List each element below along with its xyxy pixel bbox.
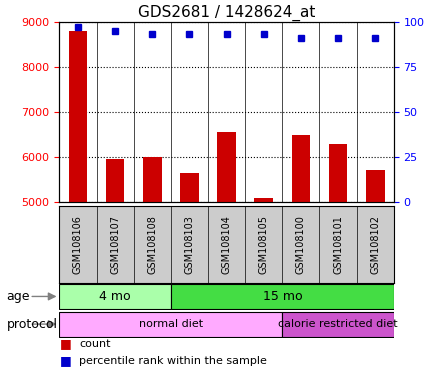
Bar xyxy=(171,284,394,309)
Text: GSM108102: GSM108102 xyxy=(370,215,380,274)
Text: percentile rank within the sample: percentile rank within the sample xyxy=(79,356,267,366)
Bar xyxy=(254,199,273,202)
Bar xyxy=(143,157,161,202)
Bar xyxy=(217,132,236,202)
Text: 15 mo: 15 mo xyxy=(263,290,302,303)
Bar xyxy=(69,31,87,202)
Bar xyxy=(366,170,385,202)
Bar xyxy=(59,284,171,309)
Text: count: count xyxy=(79,339,111,349)
Text: 4 mo: 4 mo xyxy=(99,290,131,303)
Text: GSM108106: GSM108106 xyxy=(73,215,83,274)
Bar xyxy=(106,159,125,202)
Text: GSM108105: GSM108105 xyxy=(259,215,269,274)
Bar xyxy=(329,144,347,202)
Title: GDS2681 / 1428624_at: GDS2681 / 1428624_at xyxy=(138,4,315,20)
Text: normal diet: normal diet xyxy=(139,319,203,329)
Text: GSM108104: GSM108104 xyxy=(222,215,231,274)
Text: calorie restricted diet: calorie restricted diet xyxy=(278,319,398,329)
Text: GSM108103: GSM108103 xyxy=(184,215,194,274)
Bar xyxy=(292,135,310,202)
Bar xyxy=(59,312,282,336)
Text: GSM108100: GSM108100 xyxy=(296,215,306,274)
Text: ■: ■ xyxy=(59,337,71,350)
Text: GSM108108: GSM108108 xyxy=(147,215,157,274)
Text: ■: ■ xyxy=(59,354,71,367)
Bar xyxy=(282,312,394,336)
Bar xyxy=(180,173,199,202)
Text: GSM108101: GSM108101 xyxy=(333,215,343,274)
Text: GSM108107: GSM108107 xyxy=(110,215,120,274)
Text: protocol: protocol xyxy=(7,318,58,331)
Text: age: age xyxy=(7,290,30,303)
